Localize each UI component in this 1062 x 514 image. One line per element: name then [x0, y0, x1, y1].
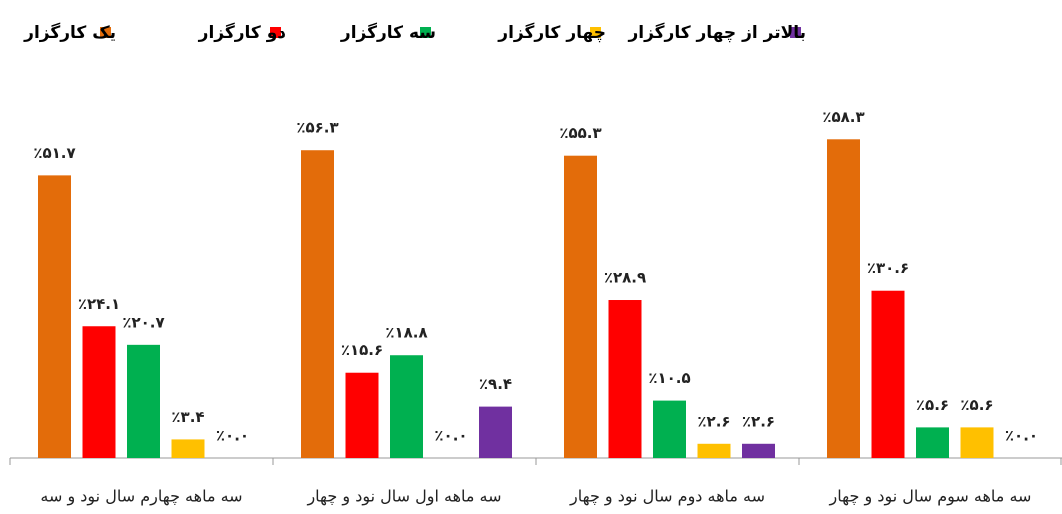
bar	[83, 326, 116, 458]
chart: یک کارگزار دو کارگزار سه کارگزار چهار کارگز…	[0, 0, 1062, 514]
value-label: ٪۱۵.۶	[341, 341, 383, 359]
value-label: ٪۲۴.۱	[78, 295, 120, 313]
bar	[916, 427, 949, 458]
value-label: ٪۵۶.۳	[296, 119, 338, 137]
bar	[961, 427, 994, 458]
legend-label: چهار کارگزار	[497, 22, 606, 43]
value-label: ٪۰.۰	[216, 427, 249, 445]
value-label: ٪۵.۶	[960, 396, 993, 414]
value-label: ٪۱۸.۸	[385, 324, 427, 342]
value-label: ٪۲.۶	[742, 412, 775, 430]
bar	[479, 407, 512, 458]
legend-label: دو کارگزار	[198, 22, 287, 43]
bar	[742, 444, 775, 458]
value-label: ٪۵.۶	[916, 396, 949, 414]
bar	[390, 355, 423, 458]
value-label: ٪۳.۴	[171, 408, 204, 426]
legend-label: یک کارگزار	[23, 22, 116, 43]
value-label: ٪۳۰.۶	[867, 259, 909, 277]
bar	[827, 139, 860, 458]
bar	[38, 175, 71, 458]
legend-label: بالاتر از چهار کارگزار	[627, 22, 806, 43]
bar	[172, 439, 205, 458]
value-label: ٪۱۰.۵	[648, 369, 690, 387]
bar	[346, 373, 379, 458]
x-tick-label: سه ماهه چهارم سال نود و سه	[40, 487, 242, 507]
value-label: ٪۹.۴	[479, 375, 512, 393]
value-label: ٪۰.۰	[1005, 427, 1038, 445]
value-label: ٪۰.۰	[434, 427, 467, 445]
bar	[301, 150, 334, 458]
bar	[698, 444, 731, 458]
value-label: ٪۲.۶	[697, 412, 730, 430]
x-tick-label: سه ماهه اول سال نود و چهار	[306, 487, 501, 507]
x-tick-label: سه ماهه دوم سال نود و چهار	[569, 487, 765, 507]
value-label: ٪۵۸.۳	[822, 108, 864, 126]
bar	[872, 291, 905, 458]
bar	[653, 401, 686, 458]
bar	[127, 345, 160, 458]
legend-label: سه کارگزار	[340, 22, 436, 43]
value-label: ٪۲۸.۹	[604, 269, 646, 287]
bar	[564, 156, 597, 458]
x-tick-label: سه ماهه سوم سال نود و چهار	[829, 487, 1032, 507]
value-label: ٪۵۵.۳	[559, 124, 601, 142]
bar	[609, 300, 642, 458]
value-label: ٪۵۱.۷	[33, 144, 75, 162]
value-label: ٪۲۰.۷	[122, 313, 164, 331]
